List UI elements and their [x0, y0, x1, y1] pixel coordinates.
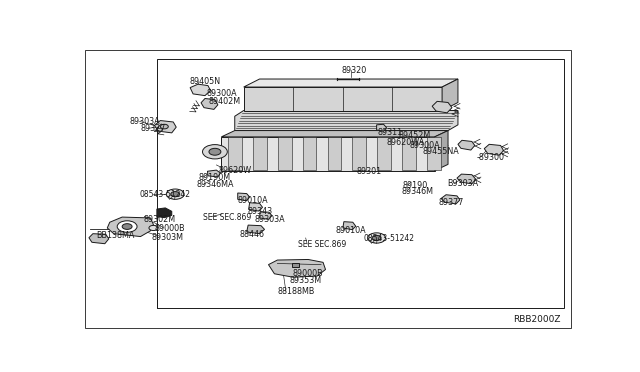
Bar	[157, 59, 564, 308]
Text: 89402M: 89402M	[209, 97, 241, 106]
Text: 89311: 89311	[378, 128, 403, 137]
Polygon shape	[246, 225, 264, 234]
Text: 89010A: 89010A	[237, 196, 268, 205]
Polygon shape	[154, 121, 176, 133]
Text: 89300A: 89300A	[410, 141, 440, 150]
Polygon shape	[458, 140, 475, 150]
Polygon shape	[207, 170, 220, 177]
Polygon shape	[249, 203, 262, 211]
Text: 89303M: 89303M	[152, 232, 184, 242]
Text: 89300A: 89300A	[207, 89, 237, 98]
Circle shape	[161, 124, 168, 129]
Polygon shape	[435, 131, 448, 171]
Text: SEE SEC.869: SEE SEC.869	[298, 240, 346, 249]
Text: 89377: 89377	[438, 198, 463, 207]
Text: 89346M: 89346M	[401, 187, 433, 196]
Polygon shape	[376, 124, 387, 131]
Text: 89010A: 89010A	[335, 226, 366, 235]
Polygon shape	[303, 137, 316, 170]
Polygon shape	[484, 144, 504, 155]
Text: 08543-51242: 08543-51242	[364, 234, 415, 243]
Polygon shape	[221, 131, 448, 137]
Text: 89327: 89327	[141, 124, 166, 133]
Text: 89190: 89190	[403, 181, 428, 190]
Text: 89301: 89301	[356, 167, 382, 176]
Polygon shape	[235, 110, 458, 131]
Polygon shape	[221, 137, 435, 171]
Polygon shape	[432, 101, 452, 113]
Text: 89405N: 89405N	[189, 77, 220, 86]
Text: 89320: 89320	[342, 66, 367, 75]
Text: 89620WA: 89620WA	[387, 138, 425, 147]
Polygon shape	[353, 137, 366, 170]
Polygon shape	[108, 217, 154, 237]
Circle shape	[166, 189, 184, 199]
Polygon shape	[244, 79, 458, 87]
Text: 89190M: 89190M	[198, 173, 230, 182]
Polygon shape	[442, 79, 458, 110]
Text: 08543-51242: 08543-51242	[140, 190, 191, 199]
Text: 89000B: 89000B	[154, 224, 185, 233]
Circle shape	[171, 192, 180, 197]
Polygon shape	[89, 234, 109, 244]
Circle shape	[202, 145, 227, 159]
Text: (2): (2)	[369, 238, 378, 244]
Text: 89303A: 89303A	[129, 118, 160, 126]
Text: 89346MA: 89346MA	[196, 180, 234, 189]
Circle shape	[209, 148, 221, 155]
Text: (2): (2)	[168, 195, 176, 200]
Polygon shape	[403, 137, 416, 170]
Circle shape	[372, 235, 381, 241]
Text: 89303A: 89303A	[255, 215, 285, 224]
Polygon shape	[190, 84, 211, 96]
Polygon shape	[253, 137, 267, 170]
Text: B9303A: B9303A	[447, 179, 478, 188]
Circle shape	[122, 224, 132, 230]
Text: 89343: 89343	[248, 207, 273, 216]
Polygon shape	[269, 260, 326, 277]
Text: 89455NA: 89455NA	[422, 147, 459, 156]
Text: 89620W: 89620W	[219, 166, 252, 175]
Polygon shape	[328, 137, 341, 170]
Text: SEE SEC.869: SEE SEC.869	[203, 212, 252, 222]
Polygon shape	[244, 87, 442, 110]
Circle shape	[149, 225, 158, 231]
Polygon shape	[157, 208, 172, 218]
Bar	[292, 263, 300, 267]
Polygon shape	[378, 137, 391, 170]
Text: 89452M: 89452M	[399, 131, 431, 140]
Polygon shape	[278, 137, 292, 170]
Text: 88446: 88446	[240, 230, 265, 239]
Polygon shape	[260, 212, 272, 219]
Polygon shape	[343, 222, 356, 230]
Text: 89000B: 89000B	[292, 269, 323, 278]
Circle shape	[367, 233, 385, 243]
Text: 89353M: 89353M	[289, 276, 321, 285]
Polygon shape	[428, 137, 441, 170]
Polygon shape	[237, 193, 250, 201]
Text: RBB2000Z: RBB2000Z	[514, 315, 561, 324]
Polygon shape	[228, 137, 242, 170]
Polygon shape	[457, 174, 476, 184]
Text: 88188MB: 88188MB	[277, 287, 315, 296]
Polygon shape	[441, 195, 460, 204]
Text: BB138MA: BB138MA	[96, 231, 134, 240]
Text: -89300: -89300	[477, 153, 505, 162]
Circle shape	[117, 221, 137, 232]
Text: 89302M: 89302M	[143, 215, 175, 224]
Polygon shape	[201, 99, 218, 109]
